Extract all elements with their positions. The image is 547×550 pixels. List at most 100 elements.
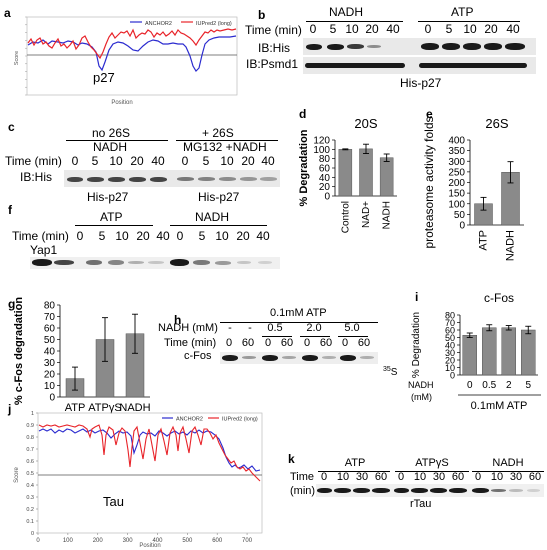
y-tick-4: 0.4 (26, 483, 34, 489)
y-tick-0: 0 (459, 221, 465, 232)
y-tick-3: 30 (44, 358, 56, 369)
y-axis-label: % c-Fos degradation (13, 297, 25, 405)
time-no26s-4: 40 (151, 154, 165, 168)
y-tick-2: 20 (44, 370, 56, 381)
y-tick-6: 300 (448, 157, 465, 168)
blot-caption: rTau (410, 498, 432, 510)
group2-subtitle: MG132 +NADH (183, 140, 267, 154)
legend-anchor2: ANCHOR2 (145, 21, 172, 27)
category-0: ATP (478, 230, 490, 251)
iupred2-line (27, 28, 237, 60)
time-0: 0 (225, 337, 233, 349)
time-atp-2: 10 (463, 22, 477, 36)
time-26s-4: 40 (261, 154, 275, 168)
time-atp-1: 10 (336, 471, 350, 483)
y-tick-6: 60 (44, 324, 56, 335)
time-no26s-2: 10 (109, 154, 123, 168)
x-prefix-label: NADH (408, 380, 434, 390)
y-tick-1: 50 (454, 210, 466, 221)
time-7: 60 (357, 337, 371, 349)
time-atp-3: 60 (374, 471, 388, 483)
time-label: Time (min) (164, 337, 217, 349)
bar-3 (521, 329, 536, 376)
category-1: NAD+ (361, 201, 372, 228)
western-blot-psmd1 (303, 57, 536, 74)
x-tick-3: 300 (123, 538, 134, 544)
time-label: Time (min) (245, 23, 302, 37)
y-tick-6: 120 (313, 136, 330, 147)
row-label-psmd1: IB:Psmd1 (246, 57, 299, 71)
bar-2 (501, 327, 516, 376)
disorder-plot-p27: ANCHOR2 IUPred2 (long) p27 Position Scor… (14, 16, 238, 106)
category-0: Control (340, 201, 351, 233)
y-tick-4: 40 (445, 341, 455, 351)
panel-label-b: b (258, 8, 266, 22)
time-nadh-0: 0 (474, 471, 482, 483)
time-atp-4: 40 (506, 22, 520, 36)
time-26s-3: 20 (241, 154, 255, 168)
time-atp-4: 40 (156, 229, 170, 243)
category-1: ATPγS (88, 402, 121, 414)
bar-1 (482, 327, 497, 376)
time-atp-3: 20 (484, 22, 498, 36)
iupred2-line (38, 424, 261, 482)
western-blot-his (303, 38, 536, 55)
y-tick-1: 10 (445, 363, 455, 373)
y-tick-7: 350 (448, 146, 465, 157)
time-label: Time (min) (5, 154, 62, 168)
y-tick-8: 0.8 (26, 435, 34, 441)
atp-label: 0.1mM ATP (270, 307, 327, 319)
category-2: NADH (382, 201, 393, 229)
time-no26s-3: 20 (130, 154, 144, 168)
panel-label-g: g (8, 297, 16, 311)
time-6: 0 (341, 337, 349, 349)
anchor2-line (38, 428, 261, 472)
time-nadh-0: 0 (176, 229, 184, 243)
y-axis-label: Score (14, 51, 20, 65)
time-3: 60 (280, 337, 294, 349)
footer-label: 0.1mM ATP (471, 400, 528, 412)
category-3: 5 (525, 380, 531, 391)
x-tick-2: 200 (93, 538, 104, 544)
disorder-plot-tau: 0 100 200 300 400 500 600 700 0 0.1 0.2 0.3 0.4 0.5 0.… (14, 411, 263, 549)
y-tick-2: 40 (319, 173, 331, 184)
time-atpgs-3: 60 (451, 471, 465, 483)
bar-0 (338, 149, 353, 197)
x-tick-6: 600 (212, 538, 223, 544)
y-tick-0: 0 (31, 531, 34, 537)
time-nadh-4: 40 (386, 22, 400, 36)
panel-label-k: k (288, 452, 295, 466)
category-2: 2 (506, 380, 512, 391)
bar-0 (462, 335, 477, 376)
time-nadh-1: 5 (198, 229, 206, 243)
row-label-his: IB:His (20, 170, 53, 184)
protein-name-p27: p27 (93, 70, 115, 85)
time-atp-0: 0 (76, 229, 84, 243)
time-atpgs-1: 10 (413, 471, 427, 483)
y-tick-3: 150 (448, 189, 465, 200)
blot-caption-1: His-p27 (87, 190, 129, 204)
y-tick-4: 40 (44, 347, 56, 358)
y-tick-7: 0.7 (26, 447, 34, 453)
nadh-label: NADH (mM) (158, 322, 218, 334)
group-label-nadh: NADH (195, 210, 230, 224)
y-tick-4: 200 (448, 178, 465, 189)
time-no26s-0: 0 (71, 154, 79, 168)
time-atp-1: 5 (445, 22, 453, 36)
category-0: 0 (467, 380, 473, 391)
group-label-nadh: NADH (329, 5, 364, 19)
time-atp-2: 10 (115, 229, 129, 243)
time-nadh-3: 20 (236, 229, 250, 243)
western-blot-yap1 (30, 257, 280, 269)
time-nadh-3: 20 (365, 22, 379, 36)
group-2: NADH (492, 457, 524, 469)
row-label-yap1: Yap1 (30, 243, 58, 257)
y-axis-label: % Degradation (298, 129, 310, 206)
y-tick-7: 70 (44, 312, 56, 323)
chart-title: c-Fos (484, 291, 514, 305)
category-0: ATP (65, 402, 86, 414)
group1-subtitle: NADH (93, 140, 128, 154)
time-26s-0: 0 (181, 154, 189, 168)
